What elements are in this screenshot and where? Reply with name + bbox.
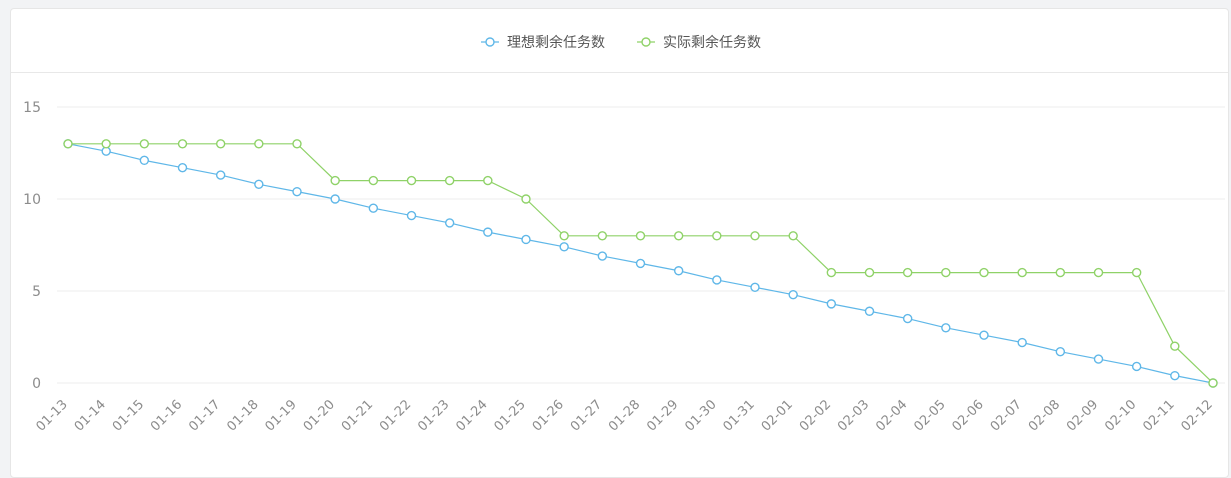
x-tick-label: 02-07 [988, 397, 1025, 434]
data-point-1[interactable] [446, 177, 454, 185]
x-tick-label: 01-31 [721, 397, 758, 434]
x-tick-label: 01-16 [148, 397, 185, 434]
x-tick-label: 02-09 [1064, 397, 1101, 434]
data-point-1[interactable] [293, 140, 301, 148]
data-point-1[interactable] [484, 177, 492, 185]
data-point-0[interactable] [522, 235, 530, 243]
data-point-1[interactable] [179, 140, 187, 148]
data-point-0[interactable] [675, 267, 683, 275]
data-point-0[interactable] [1056, 348, 1064, 356]
data-point-1[interactable] [866, 269, 874, 277]
data-point-0[interactable] [942, 324, 950, 332]
data-point-0[interactable] [140, 156, 148, 164]
x-tick-label: 02-02 [797, 397, 834, 434]
data-point-0[interactable] [217, 171, 225, 179]
x-tick-label: 02-04 [873, 397, 910, 434]
data-point-1[interactable] [942, 269, 950, 277]
data-point-1[interactable] [522, 195, 530, 203]
data-point-1[interactable] [751, 232, 759, 240]
data-point-0[interactable] [789, 291, 797, 299]
data-point-0[interactable] [1018, 339, 1026, 347]
legend-marker-1 [642, 38, 650, 46]
data-point-0[interactable] [637, 259, 645, 267]
x-tick-label: 01-22 [377, 397, 414, 434]
data-point-1[interactable] [64, 140, 72, 148]
x-tick-label: 01-30 [682, 397, 719, 434]
x-tick-label: 01-19 [263, 397, 300, 434]
x-tick-label: 02-03 [835, 397, 872, 434]
data-point-0[interactable] [484, 228, 492, 236]
y-tick-label: 15 [23, 100, 41, 116]
x-tick-label: 02-01 [759, 397, 796, 434]
y-tick-label: 5 [32, 284, 41, 300]
y-tick-label: 10 [23, 192, 41, 208]
x-tick-label: 01-23 [415, 397, 452, 434]
data-point-0[interactable] [1133, 362, 1141, 370]
x-tick-label: 01-20 [301, 397, 338, 434]
data-point-1[interactable] [789, 232, 797, 240]
data-point-1[interactable] [1018, 269, 1026, 277]
legend-label-0[interactable]: 理想剩余任务数 [507, 34, 605, 51]
data-point-1[interactable] [560, 232, 568, 240]
legend-marker-0 [486, 38, 494, 46]
x-tick-label: 01-27 [568, 397, 605, 434]
data-point-1[interactable] [980, 269, 988, 277]
data-point-1[interactable] [255, 140, 263, 148]
x-tick-label: 01-21 [339, 397, 376, 434]
data-point-0[interactable] [369, 204, 377, 212]
data-point-0[interactable] [1095, 355, 1103, 363]
data-point-1[interactable] [1133, 269, 1141, 277]
x-tick-label: 02-08 [1026, 397, 1063, 434]
data-point-0[interactable] [560, 243, 568, 251]
data-point-0[interactable] [446, 219, 454, 227]
x-tick-label: 02-12 [1179, 397, 1216, 434]
data-point-1[interactable] [598, 232, 606, 240]
data-point-1[interactable] [827, 269, 835, 277]
x-tick-label: 02-10 [1102, 397, 1139, 434]
data-point-1[interactable] [675, 232, 683, 240]
x-tick-label: 01-14 [72, 397, 109, 434]
data-point-1[interactable] [1095, 269, 1103, 277]
x-tick-label: 01-13 [34, 397, 71, 434]
data-point-0[interactable] [980, 331, 988, 339]
data-point-1[interactable] [637, 232, 645, 240]
y-tick-label: 0 [32, 376, 41, 392]
x-tick-label: 01-18 [224, 397, 261, 434]
data-point-0[interactable] [751, 283, 759, 291]
data-point-0[interactable] [827, 300, 835, 308]
x-tick-label: 01-25 [492, 397, 529, 434]
data-point-0[interactable] [293, 188, 301, 196]
data-point-1[interactable] [1056, 269, 1064, 277]
data-point-1[interactable] [713, 232, 721, 240]
x-tick-label: 01-24 [453, 397, 490, 434]
legend-label-1[interactable]: 实际剩余任务数 [663, 34, 761, 51]
data-point-1[interactable] [1171, 342, 1179, 350]
data-point-0[interactable] [1171, 372, 1179, 380]
x-tick-label: 01-29 [644, 397, 681, 434]
data-point-1[interactable] [102, 140, 110, 148]
data-point-0[interactable] [179, 164, 187, 172]
data-point-1[interactable] [140, 140, 148, 148]
data-point-0[interactable] [866, 307, 874, 315]
data-point-1[interactable] [217, 140, 225, 148]
data-point-0[interactable] [408, 212, 416, 220]
x-tick-label: 01-26 [530, 397, 567, 434]
data-point-0[interactable] [713, 276, 721, 284]
data-point-0[interactable] [598, 252, 606, 260]
x-tick-label: 01-17 [186, 397, 223, 434]
data-point-1[interactable] [369, 177, 377, 185]
data-point-0[interactable] [331, 195, 339, 203]
data-point-1[interactable] [904, 269, 912, 277]
data-point-0[interactable] [255, 180, 263, 188]
x-tick-label: 01-15 [110, 397, 147, 434]
data-point-1[interactable] [408, 177, 416, 185]
data-point-1[interactable] [1209, 379, 1217, 387]
x-tick-label: 02-06 [950, 397, 987, 434]
x-tick-label: 01-28 [606, 397, 643, 434]
x-tick-label: 02-05 [911, 397, 948, 434]
x-tick-label: 02-11 [1140, 397, 1177, 434]
data-point-1[interactable] [331, 177, 339, 185]
data-point-0[interactable] [904, 315, 912, 323]
